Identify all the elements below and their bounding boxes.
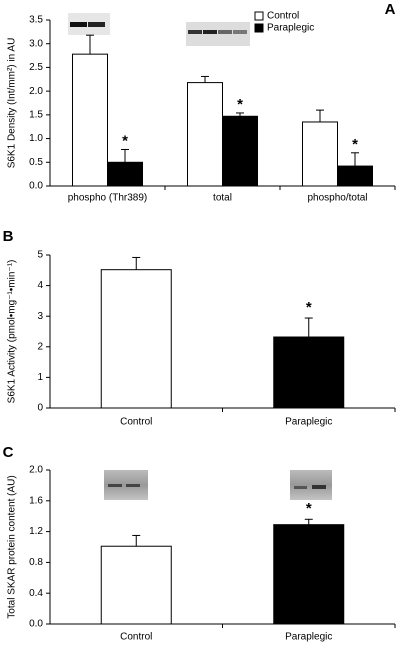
- y-tick-label: 1: [37, 372, 43, 383]
- legend-swatch: [254, 23, 264, 33]
- significance-marker: *: [352, 136, 358, 153]
- y-tick-label: 3.5: [29, 15, 43, 26]
- bar: [273, 336, 345, 409]
- y-tick-label: 2.5: [29, 62, 43, 73]
- western-blot: [68, 13, 250, 46]
- x-tick-label: total: [213, 193, 232, 204]
- y-tick-label: 1.0: [29, 133, 43, 144]
- bar: [100, 545, 172, 625]
- y-tick-label: 4: [37, 280, 43, 291]
- y-axis-title: Total SKAR protein content (AU): [7, 475, 18, 618]
- panel-label: B: [3, 228, 14, 245]
- x-tick-label: Control: [120, 632, 152, 643]
- y-axis-title: S6K1 Density (Int/mm²) in AU: [7, 38, 18, 169]
- x-tick-label: Paraplegic: [285, 417, 332, 428]
- significance-marker: *: [237, 96, 243, 113]
- bar: [273, 524, 345, 625]
- bar: [72, 53, 108, 187]
- legend-label: Control: [267, 11, 299, 22]
- y-tick-label: 1.6: [29, 495, 43, 506]
- significance-marker: *: [122, 132, 128, 149]
- x-tick-label: phospho (Thr389): [68, 193, 148, 204]
- bar: [100, 269, 172, 409]
- y-tick-label: 0.8: [29, 557, 43, 568]
- panel-label: C: [3, 444, 14, 461]
- y-tick-label: 5: [37, 250, 43, 261]
- y-tick-label: 0.4: [29, 588, 43, 599]
- bar: [187, 82, 223, 187]
- legend-swatch: [254, 11, 264, 21]
- x-tick-label: Paraplegic: [285, 632, 332, 643]
- western-blot: [104, 470, 332, 500]
- bar: [107, 161, 143, 187]
- bar: [222, 115, 258, 187]
- y-tick-label: 2: [37, 341, 43, 352]
- bar: [302, 121, 338, 187]
- x-tick-label: phospho/total: [307, 193, 367, 204]
- significance-marker: *: [306, 500, 312, 517]
- panel-label: A: [385, 1, 396, 18]
- significance-marker: *: [306, 299, 312, 316]
- y-tick-label: 1.2: [29, 526, 43, 537]
- y-tick-label: 2.0: [29, 465, 43, 476]
- bar: [337, 165, 373, 187]
- y-axis-title: S6K1 Activity (pmol•mg⁻¹•min⁻¹): [7, 260, 18, 404]
- y-tick-label: 1.5: [29, 109, 43, 120]
- y-tick-label: 3: [37, 311, 43, 322]
- y-tick-label: 0.5: [29, 157, 43, 168]
- y-tick-label: 0: [37, 403, 43, 414]
- y-tick-label: 2.0: [29, 86, 43, 97]
- y-tick-label: 0.0: [29, 181, 43, 192]
- y-tick-label: 3.0: [29, 38, 43, 49]
- y-tick-label: 0.0: [29, 619, 43, 630]
- x-tick-label: Control: [120, 417, 152, 428]
- legend-label: Paraplegic: [267, 23, 314, 34]
